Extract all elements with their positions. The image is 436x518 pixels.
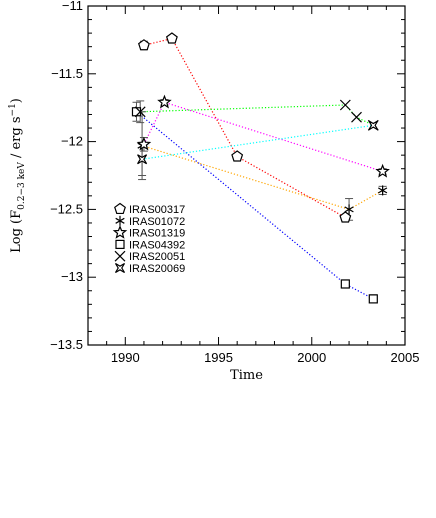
square-shape [115, 239, 125, 249]
marker-square [340, 279, 350, 289]
asterisk-stroke [344, 206, 354, 213]
marker-starsquare [114, 262, 126, 274]
y-axis-label-rest: / erg s [9, 116, 24, 162]
square-shape [131, 107, 142, 117]
y-tick-label: −12.5 [50, 201, 83, 216]
legend-item: IRAS00317 [114, 202, 185, 216]
marker-pentagon [138, 39, 150, 51]
legend-item: IRAS20051 [114, 250, 185, 263]
star-shape [136, 136, 152, 151]
marker-star [157, 94, 172, 109]
square-shape [340, 279, 350, 289]
asterisk-stroke [115, 217, 125, 224]
legend-item: IRAS01319 [112, 224, 185, 240]
series-line-IRAS01319 [143, 101, 383, 173]
x-tick-label: 1995 [204, 350, 233, 365]
star-shape [112, 224, 128, 239]
series-line-IRAS00317 [143, 37, 346, 219]
plot-frame [87, 5, 406, 346]
y-tick-label: −11 [62, 0, 83, 13]
marker-cross [339, 99, 351, 111]
marker-cross [134, 106, 146, 118]
marker-starsquare [368, 120, 379, 131]
legend-label: IRAS01319 [129, 228, 185, 240]
cross-stroke [351, 111, 362, 123]
x-tick-label: 2000 [297, 350, 326, 365]
y-axis-label-main: Log (F [9, 210, 24, 253]
marker-pentagon [165, 32, 178, 44]
data-markers [131, 32, 390, 304]
pentagon-shape [138, 39, 150, 51]
marker-asterisk [344, 204, 354, 215]
x-tick-label: 2005 [391, 350, 420, 365]
starsquare-shape [368, 120, 379, 131]
y-tick-label: −12 [61, 134, 83, 149]
series-line-IRAS04392 [136, 111, 374, 300]
legend-label: IRAS20051 [129, 251, 185, 263]
legend-label: IRAS01072 [129, 216, 185, 228]
legend-item: IRAS20069 [114, 262, 185, 275]
starsquare-shape [137, 154, 148, 165]
y-axis-label-sup: −1 [8, 103, 18, 116]
legend-label: IRAS20069 [129, 263, 185, 275]
series-lines [136, 37, 383, 300]
marker-starsquare [137, 154, 148, 165]
marker-pentagon [114, 202, 126, 215]
y-axis-label-sub: 0.2−3 keV [17, 162, 27, 210]
marker-star [136, 136, 152, 151]
marker-asterisk [377, 185, 388, 196]
y-axis-label: Log (F0.2−3 keV / erg s−1) [8, 98, 27, 253]
pentagon-shape [231, 150, 244, 162]
pentagon-shape [165, 32, 178, 44]
legend-label: IRAS00317 [129, 204, 185, 216]
axis-ticks: 1990 1995 2000 2005 −11 −11.5 −12 −12.5 −13 −13.5 [50, 0, 419, 365]
x-axis-label: Time [230, 368, 263, 383]
star-shape [157, 94, 172, 109]
legend-item: IRAS04392 [115, 239, 185, 251]
marker-asterisk [115, 215, 125, 226]
cross-stroke [114, 250, 126, 262]
legend-label: IRAS04392 [129, 239, 185, 251]
series-line-IRAS20051 [140, 104, 374, 126]
marker-cross [114, 250, 126, 262]
marker-star [112, 224, 128, 239]
marker-pentagon [339, 211, 352, 223]
y-axis-label-close: ) [9, 98, 24, 103]
y-tick-label: −11.5 [51, 66, 83, 81]
marker-square [131, 107, 142, 117]
asterisk-stroke [377, 187, 388, 194]
series-line-IRAS20069 [141, 124, 374, 160]
cross-stroke [339, 99, 351, 111]
pentagon-shape [114, 202, 126, 215]
starsquare-shape [114, 262, 126, 274]
x-tick-label: 1990 [111, 350, 140, 365]
y-tick-label: −13.5 [50, 337, 83, 352]
square-shape [368, 294, 378, 304]
pentagon-shape [339, 211, 352, 223]
legend: IRAS00317IRAS01072IRAS01319IRAS04392IRAS… [112, 202, 185, 275]
y-tick-label: −13 [61, 269, 83, 284]
marker-cross [351, 111, 362, 123]
marker-star [375, 163, 390, 178]
marker-pentagon [231, 150, 244, 162]
legend-item: IRAS01072 [115, 215, 185, 228]
cross-stroke [134, 106, 146, 118]
series-line-IRAS01072 [141, 145, 383, 211]
marker-square [368, 294, 378, 304]
star-shape [375, 163, 390, 178]
marker-square [115, 239, 125, 249]
